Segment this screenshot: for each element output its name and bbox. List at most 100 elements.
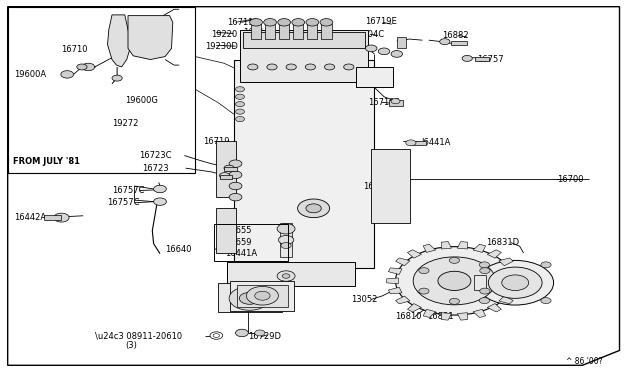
Circle shape: [278, 19, 291, 26]
Bar: [216, 208, 236, 253]
Bar: [237, 285, 288, 307]
Text: 16810: 16810: [396, 312, 422, 321]
Polygon shape: [388, 287, 402, 294]
Bar: [216, 141, 236, 197]
Text: 16640: 16640: [165, 245, 191, 254]
Circle shape: [264, 19, 276, 26]
Circle shape: [236, 87, 244, 92]
Bar: [321, 24, 332, 39]
Text: 16831D: 16831D: [486, 238, 520, 247]
Polygon shape: [487, 250, 501, 258]
Circle shape: [154, 198, 166, 205]
Polygon shape: [128, 16, 173, 60]
Text: 16757C: 16757C: [112, 186, 145, 195]
Text: 19204C: 19204C: [352, 30, 384, 39]
Circle shape: [419, 288, 429, 294]
Circle shape: [281, 243, 291, 248]
Circle shape: [77, 64, 87, 70]
Circle shape: [449, 298, 460, 304]
Bar: [280, 223, 292, 257]
Text: 16719F: 16719F: [368, 98, 399, 107]
Circle shape: [250, 19, 262, 26]
Circle shape: [324, 64, 335, 70]
Text: 16738H: 16738H: [364, 182, 397, 191]
Circle shape: [236, 329, 248, 337]
Bar: [475, 57, 489, 61]
Circle shape: [236, 116, 244, 122]
Bar: [389, 100, 403, 106]
Bar: [243, 32, 365, 48]
Text: 16710: 16710: [61, 45, 87, 54]
Circle shape: [292, 19, 305, 26]
Circle shape: [305, 64, 316, 70]
Text: 16441A: 16441A: [225, 249, 257, 258]
Circle shape: [246, 286, 278, 305]
Bar: [474, 275, 486, 290]
Polygon shape: [458, 313, 467, 320]
Text: 16711C: 16711C: [243, 28, 276, 37]
Circle shape: [306, 204, 321, 213]
Text: 15108N: 15108N: [351, 70, 383, 79]
Circle shape: [406, 140, 416, 146]
Bar: [265, 24, 275, 39]
Circle shape: [278, 235, 294, 244]
Bar: [293, 24, 303, 39]
Circle shape: [224, 165, 234, 171]
Polygon shape: [408, 304, 422, 312]
Polygon shape: [442, 241, 451, 249]
Circle shape: [449, 257, 460, 263]
Text: 16757: 16757: [477, 55, 504, 64]
Circle shape: [502, 275, 529, 291]
Polygon shape: [396, 296, 410, 304]
Polygon shape: [387, 278, 398, 284]
Circle shape: [255, 330, 265, 336]
Polygon shape: [507, 268, 520, 275]
Text: 13052: 13052: [351, 295, 377, 304]
Text: I6441A: I6441A: [421, 138, 451, 147]
Circle shape: [236, 109, 244, 114]
Bar: [356, 67, 393, 87]
Circle shape: [438, 271, 471, 291]
Circle shape: [277, 271, 295, 281]
Polygon shape: [499, 258, 513, 266]
Circle shape: [286, 64, 296, 70]
Text: 16882: 16882: [442, 31, 468, 40]
Circle shape: [440, 39, 450, 45]
Circle shape: [229, 193, 242, 201]
Text: (3): (3): [125, 341, 137, 350]
Polygon shape: [442, 313, 451, 320]
Circle shape: [488, 267, 542, 298]
Circle shape: [479, 262, 490, 268]
Text: 19600A: 19600A: [14, 70, 46, 79]
Text: 16729D: 16729D: [248, 332, 282, 341]
Circle shape: [462, 55, 472, 61]
Text: 19600G: 19600G: [125, 96, 157, 105]
Circle shape: [154, 185, 166, 193]
Circle shape: [344, 64, 354, 70]
Text: 19272: 19272: [112, 119, 138, 128]
Circle shape: [298, 199, 330, 218]
Circle shape: [210, 332, 223, 339]
Circle shape: [541, 298, 551, 304]
Circle shape: [365, 45, 377, 52]
Bar: [251, 24, 261, 39]
Bar: [234, 60, 374, 268]
Text: FROM JULY '81: FROM JULY '81: [13, 157, 80, 166]
Circle shape: [277, 224, 295, 234]
Text: 16711: 16711: [227, 18, 253, 27]
Circle shape: [248, 64, 258, 70]
Circle shape: [306, 19, 319, 26]
Circle shape: [282, 274, 290, 278]
Text: 16655: 16655: [225, 226, 252, 235]
Polygon shape: [458, 241, 467, 249]
Text: 16757C: 16757C: [108, 198, 140, 207]
Bar: [240, 30, 368, 82]
Polygon shape: [396, 258, 410, 266]
Bar: [227, 262, 355, 286]
Polygon shape: [423, 309, 436, 318]
Circle shape: [54, 213, 69, 222]
Circle shape: [236, 94, 244, 99]
Polygon shape: [388, 268, 402, 275]
Polygon shape: [423, 244, 436, 253]
Bar: [307, 24, 317, 39]
